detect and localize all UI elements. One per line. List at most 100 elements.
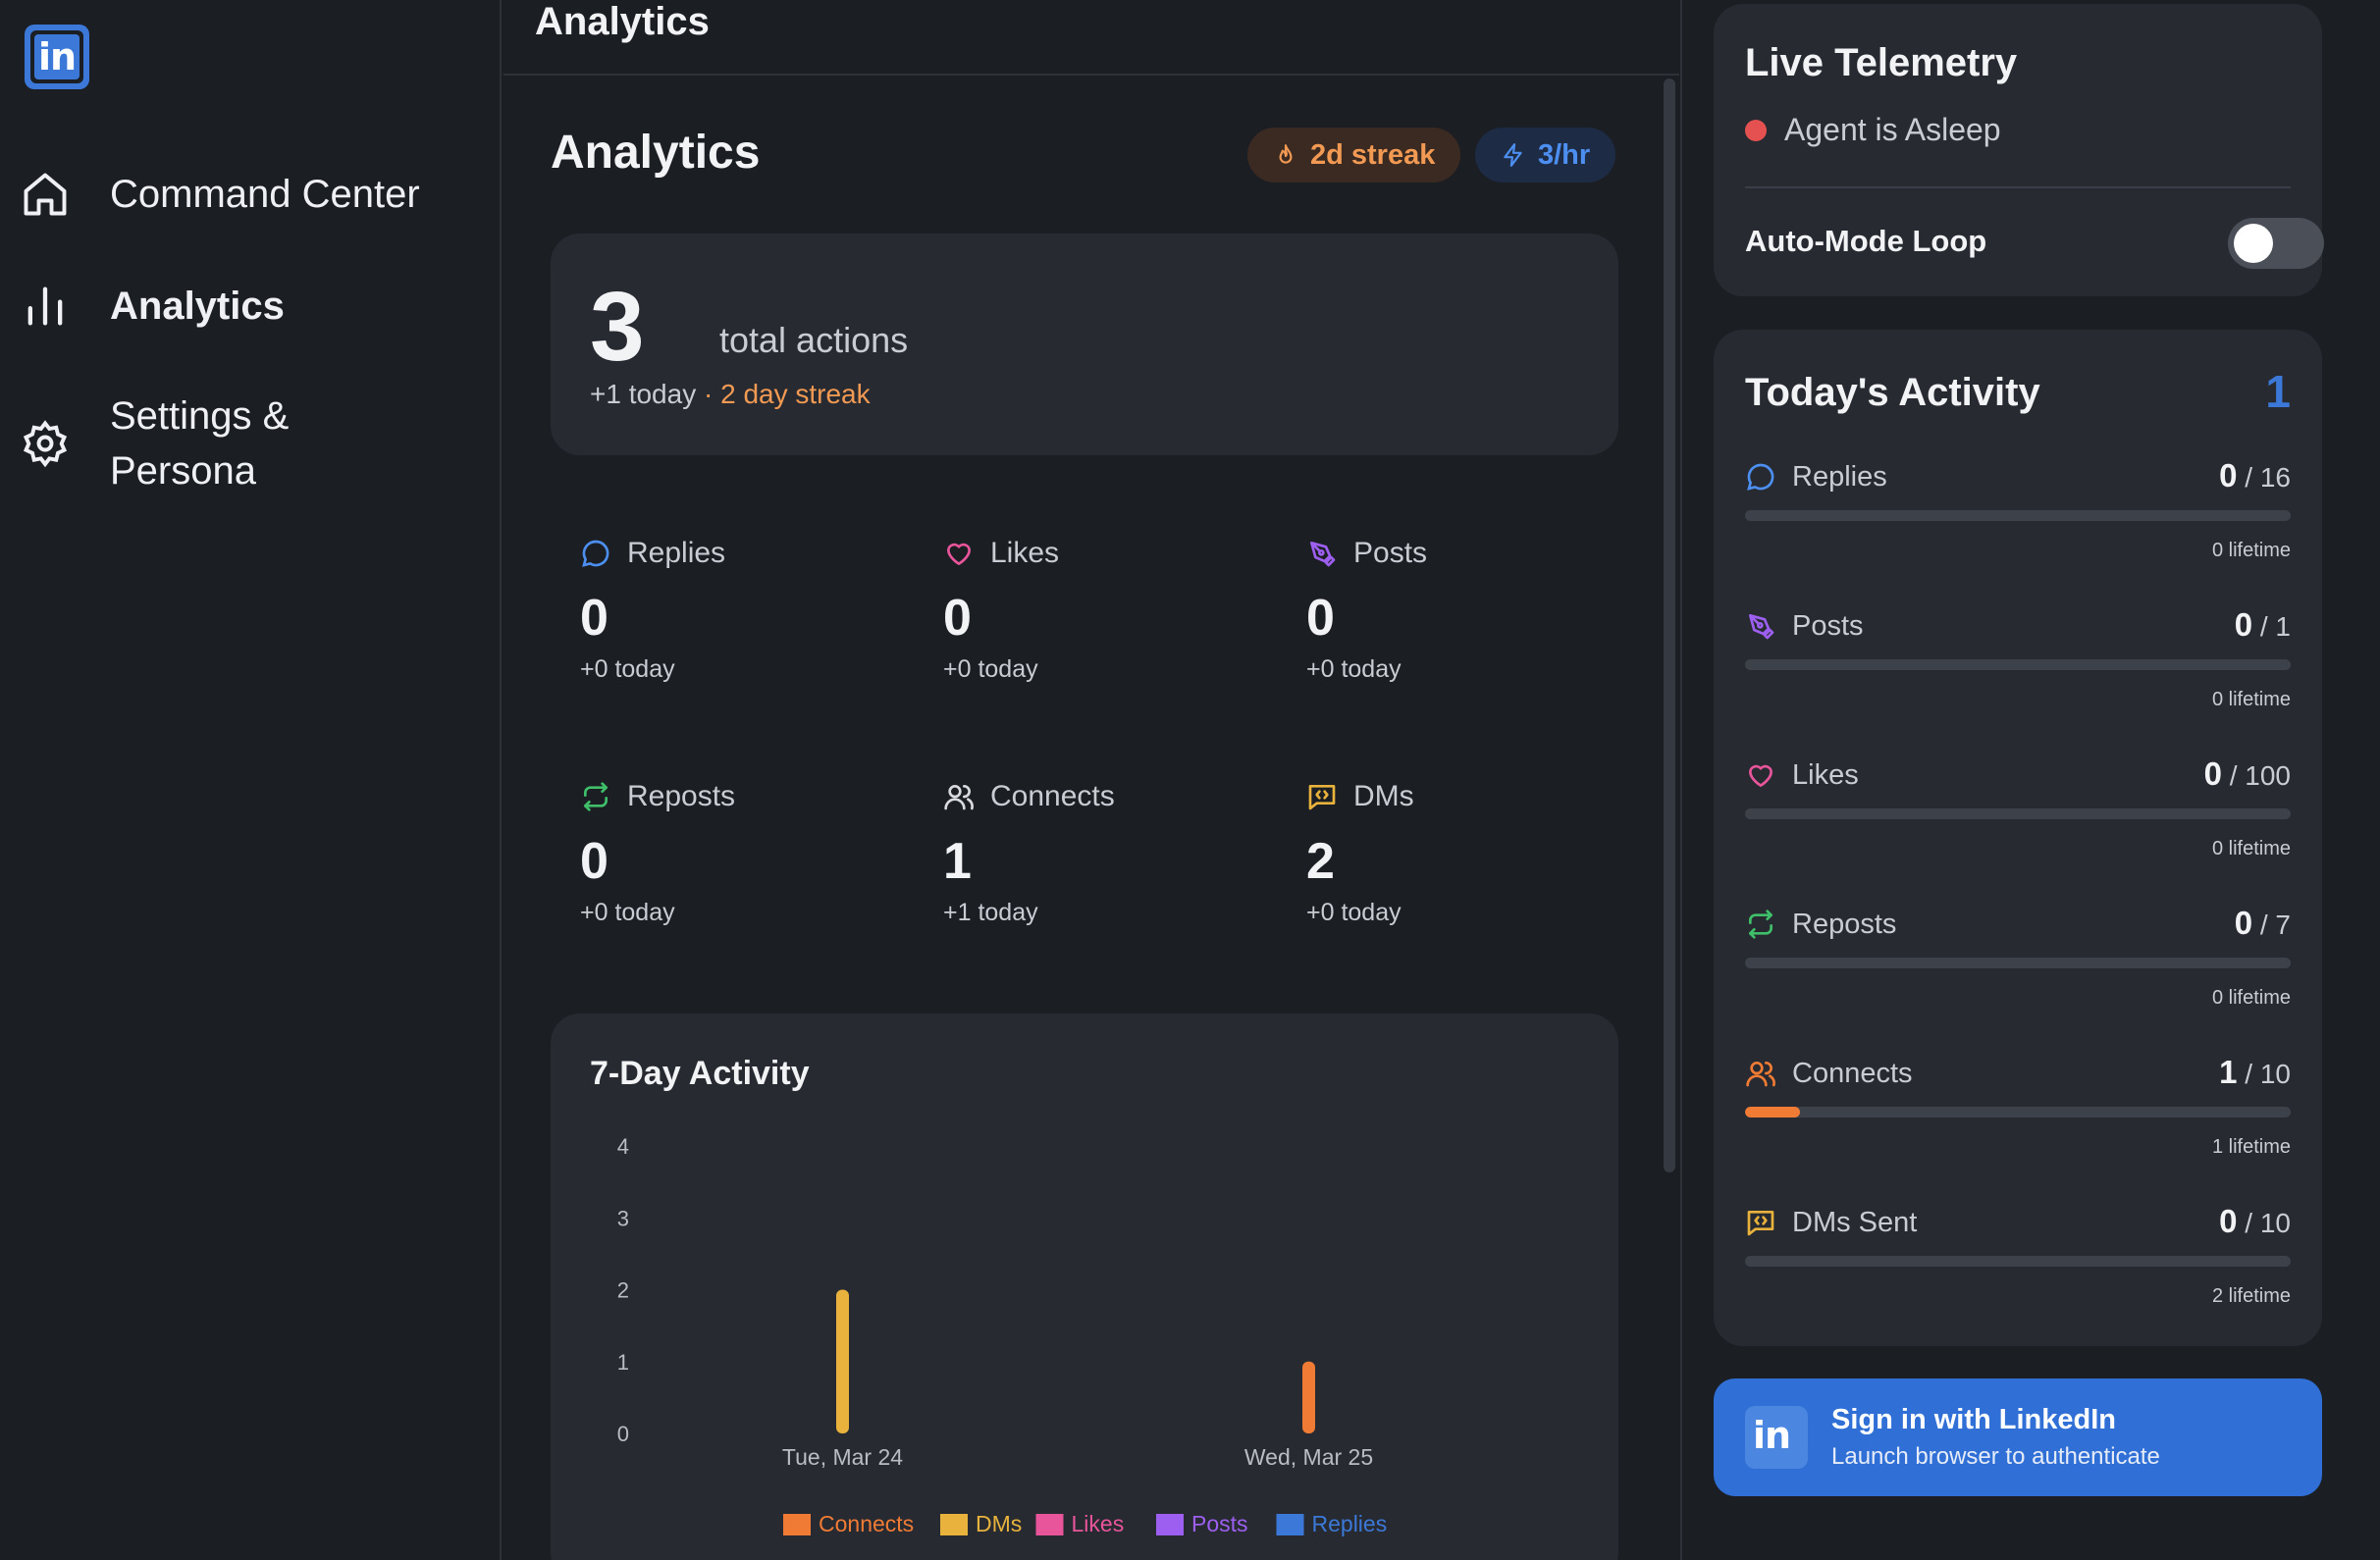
activity-label: Likes: [1792, 758, 1859, 791]
stat-label: Likes: [990, 537, 1060, 569]
live-telemetry-card: Live Telemetry Agent is Asleep Auto-Mode…: [1714, 4, 2324, 296]
stat-today: +0 today: [1306, 899, 1402, 926]
activity-lifetime: 0 lifetime: [2211, 689, 2291, 710]
sidebar-item-label: Command Center: [110, 173, 420, 216]
total-streak: · 2 day streak: [703, 379, 871, 409]
seven-day-activity-card: 7-Day Activity 0 1 2 3 4 Tue, Mar 24 Wed, Mar …: [551, 1014, 1618, 1560]
activity-progress-bar: [1745, 958, 2291, 968]
stat-likes: Likes 0 +0 today: [943, 534, 1267, 684]
x-tick-label: Tue, Mar 24: [782, 1444, 903, 1470]
activity-limit: / 16: [2245, 462, 2291, 493]
activity-label: Posts: [1792, 609, 1864, 642]
stat-label: Replies: [627, 537, 726, 569]
auto-mode-toggle[interactable]: [2228, 218, 2324, 269]
streak-badge: 2d streak: [1247, 128, 1461, 182]
rate-badge: 3/hr: [1475, 128, 1616, 182]
stat-today: +0 today: [1306, 655, 1402, 683]
activity-progress-bar: [1745, 659, 2291, 670]
activity-value: 0 / 16: [2219, 457, 2291, 494]
total-today: +1 today: [590, 379, 697, 409]
activity-value: 0 / 100: [2204, 755, 2291, 793]
activity-value: 0 / 1: [2235, 606, 2291, 644]
legend-label: Connects: [819, 1511, 914, 1536]
activity-count: 1: [2265, 366, 2291, 417]
pen-icon: [1745, 610, 1776, 642]
activity-row: Likes 0 / 100 0 lifetime: [1745, 755, 2291, 893]
stat-today: +0 today: [580, 899, 675, 926]
page-title: Analytics: [551, 127, 761, 179]
activity-lifetime: 2 lifetime: [2211, 1285, 2291, 1307]
chart-title: 7-Day Activity: [590, 1055, 810, 1092]
activity-label: Reposts: [1792, 908, 1897, 940]
activity-lifetime: 0 lifetime: [2211, 987, 2291, 1009]
status-dot-icon: [1745, 119, 1767, 141]
stat-value: 0: [580, 833, 608, 890]
stat-reposts: Reposts 0 +0 today: [580, 777, 904, 927]
stat-label: DMs: [1353, 780, 1414, 812]
right-panel: Live Telemetry Agent is Asleep Auto-Mode…: [1680, 0, 2380, 1560]
topbar-title: Analytics: [535, 0, 710, 43]
signin-logo-text: in: [1753, 1414, 1791, 1457]
repost-icon: [584, 782, 608, 811]
chat-bubble-icon: [1745, 461, 1776, 493]
stat-dms: DMs 2 +0 today: [1306, 777, 1630, 927]
total-actions-sub: +1 today · 2 day streak: [590, 379, 871, 410]
activity-limit: / 7: [2259, 910, 2291, 940]
home-icon: [20, 169, 71, 220]
activity-row: Replies 0 / 16 0 lifetime: [1745, 457, 2291, 595]
activity-limit: / 10: [2245, 1059, 2291, 1089]
legend-label: Replies: [1312, 1511, 1388, 1536]
activity-chart: 0 1 2 3 4 Tue, Mar 24 Wed, Mar 25 Connects DMs Li…: [617, 1134, 1388, 1536]
stat-value: 0: [580, 590, 608, 647]
activity-row: DMs Sent 0 / 10 2 lifetime: [1745, 1203, 2291, 1340]
repost-icon: [1745, 909, 1776, 940]
sidebar-item-analytics[interactable]: Analytics: [20, 279, 285, 334]
activity-current: 0: [2234, 905, 2253, 941]
rate-badge-label: 3/hr: [1538, 138, 1591, 171]
legend-swatch: [940, 1514, 968, 1535]
stat-value: 0: [1306, 590, 1335, 647]
activity-row: Connects 1 / 10 1 lifetime: [1745, 1054, 2291, 1191]
linkedin-icon: in: [1745, 1406, 1808, 1469]
stat-value: 1: [943, 833, 972, 890]
bar-connects: [1302, 1361, 1315, 1433]
pen-icon: [1310, 542, 1336, 567]
activity-limit: / 1: [2259, 611, 2291, 642]
signin-title: Sign in with LinkedIn: [1831, 1404, 2116, 1435]
legend-label: Likes: [1072, 1511, 1125, 1536]
stat-replies: Replies 0 +0 today: [580, 534, 904, 684]
sign-in-linkedin-button[interactable]: in Sign in with LinkedIn Launch browser …: [1714, 1378, 2322, 1496]
gear-icon: [20, 418, 71, 469]
y-tick-label: 2: [617, 1278, 629, 1303]
stat-today: +1 today: [943, 899, 1038, 926]
stat-connects: Connects 1 +1 today: [943, 777, 1267, 927]
stat-today: +0 today: [943, 655, 1038, 683]
stat-posts: Posts 0 +0 today: [1306, 534, 1630, 684]
signin-subtitle: Launch browser to authenticate: [1831, 1443, 2160, 1470]
activity-limit: / 100: [2229, 760, 2291, 791]
y-tick-label: 4: [617, 1134, 629, 1159]
legend-swatch: [1035, 1514, 1064, 1535]
activity-current: 0: [2219, 1203, 2238, 1239]
activity-value: 0 / 10: [2219, 1203, 2291, 1240]
activity-row: Posts 0 / 1 0 lifetime: [1745, 606, 2291, 744]
topbar: Analytics: [503, 0, 1679, 76]
toggle-knob: [2234, 224, 2273, 263]
activity-current: 1: [2219, 1054, 2238, 1090]
users-icon: [1745, 1058, 1776, 1089]
stat-value: 2: [1306, 833, 1335, 890]
sidebar-item-command-center[interactable]: Command Center: [20, 167, 420, 222]
total-actions-value: 3: [590, 272, 645, 382]
total-actions-card: 3 total actions +1 today · 2 day streak: [551, 234, 1618, 455]
activity-value: 0 / 7: [2235, 905, 2291, 942]
auto-mode-label: Auto-Mode Loop: [1745, 224, 1987, 258]
activity-current: 0: [2219, 457, 2238, 494]
legend-swatch: [1276, 1514, 1304, 1535]
sidebar-item-settings[interactable]: Settings & Persona: [20, 389, 336, 498]
agent-status-text: Agent is Asleep: [1784, 112, 2001, 147]
scrollbar[interactable]: [1664, 78, 1675, 1172]
activity-label: Replies: [1792, 460, 1887, 493]
streak-badge-label: 2d streak: [1310, 138, 1436, 171]
activity-row: Reposts 0 / 7 0 lifetime: [1745, 905, 2291, 1042]
activity-label: DMs Sent: [1792, 1206, 1918, 1238]
